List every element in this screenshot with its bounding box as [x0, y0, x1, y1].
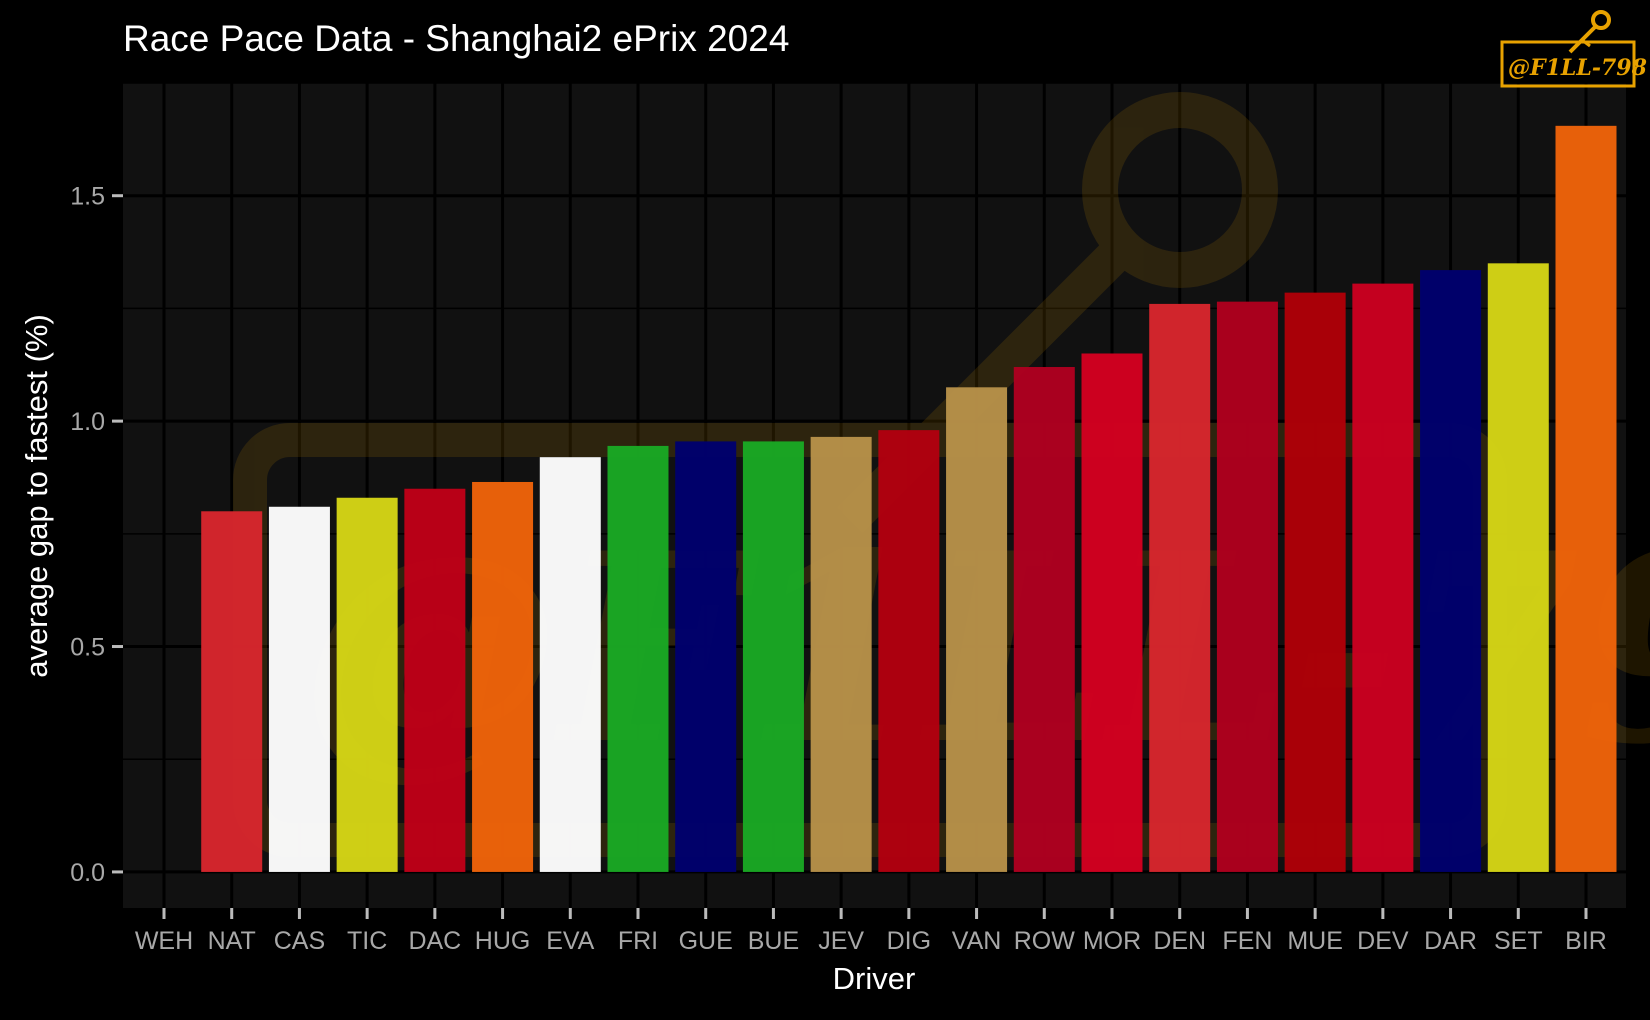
bar-dig — [878, 430, 940, 872]
x-tick-label-row: ROW — [1014, 927, 1076, 955]
x-tick-label-mor: MOR — [1083, 927, 1141, 955]
x-tick-label-dev: DEV — [1357, 927, 1409, 955]
x-tick-label-cas: CAS — [274, 927, 325, 955]
bar-dev — [1352, 283, 1414, 872]
x-tick-label-dig: DIG — [887, 927, 931, 955]
bar-mor — [1081, 353, 1143, 872]
y-tick-label: 0.5 — [70, 634, 105, 662]
x-tick-label-fen: FEN — [1222, 927, 1272, 955]
bar-bue — [742, 441, 804, 872]
bar-jev — [810, 436, 872, 872]
bar-dac — [404, 488, 466, 872]
bar-cas — [268, 506, 330, 872]
bar-nat — [201, 511, 263, 872]
bar-dar — [1420, 270, 1482, 872]
bars — [201, 125, 1617, 872]
x-tick-label-tic: TIC — [347, 927, 387, 955]
x-tick-label-dac: DAC — [408, 927, 461, 955]
x-tick-label-nat: NAT — [208, 927, 256, 955]
x-tick-label-jev: JEV — [818, 927, 864, 955]
bar-mue — [1284, 292, 1346, 872]
y-axis-title: average gap to fastest (%) — [19, 314, 54, 678]
bar-gue — [675, 441, 737, 872]
bar-den — [1149, 303, 1211, 872]
bar-fen — [1216, 301, 1278, 872]
y-tick-label: 1.5 — [70, 183, 105, 211]
bar-van — [946, 387, 1008, 872]
y-tick-label: 0.0 — [70, 859, 105, 887]
x-tick-label-dar: DAR — [1424, 927, 1477, 955]
bar-eva — [539, 457, 601, 872]
bar-fri — [607, 445, 669, 872]
x-tick-label-bir: BIR — [1565, 927, 1607, 955]
x-tick-label-hug: HUG — [475, 927, 531, 955]
y-axis: 0.0 0.5 1.0 1.5 — [70, 183, 123, 887]
logo-watermark: @F1LL-798 — [1500, 10, 1647, 88]
x-axis-title: Driver — [833, 961, 916, 996]
x-tick-label-van: VAN — [952, 927, 1002, 955]
bar-tic — [336, 497, 398, 872]
y-tick-label: 1.0 — [70, 408, 105, 436]
x-tick-label-set: SET — [1494, 927, 1543, 955]
chart-title: Race Pace Data - Shanghai2 ePrix 2024 — [123, 18, 789, 59]
x-axis: WEH NAT CAS TIC DAC HUG EVA FRI GUE BUE JEV DIG VAN R… — [135, 908, 1607, 955]
bar-set — [1487, 263, 1549, 872]
bar-row — [1013, 367, 1075, 872]
x-tick-label-weh: WEH — [135, 927, 193, 955]
x-tick-label-gue: GUE — [679, 927, 733, 955]
x-tick-label-mue: MUE — [1287, 927, 1343, 955]
bar-hug — [472, 481, 534, 872]
x-tick-label-fri: FRI — [618, 927, 658, 955]
bar-bir — [1555, 125, 1617, 872]
logo-text: @F1LL-798 — [1508, 55, 1647, 81]
x-tick-label-bue: BUE — [748, 927, 799, 955]
x-tick-label-eva: EVA — [546, 927, 594, 955]
x-tick-label-den: DEN — [1153, 927, 1206, 955]
